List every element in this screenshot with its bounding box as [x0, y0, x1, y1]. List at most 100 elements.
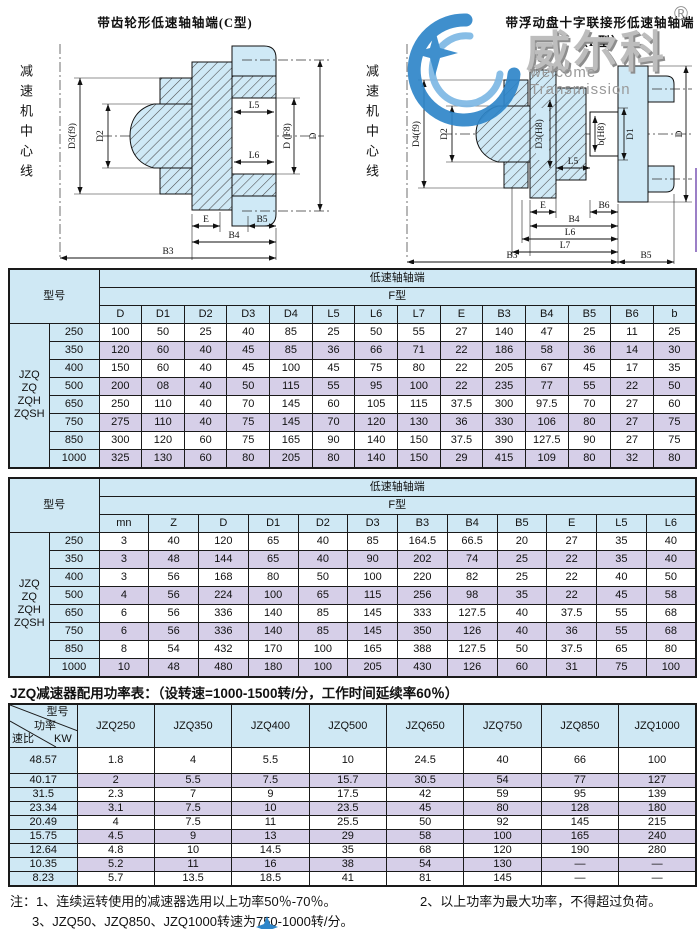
table-row: 350 3 48 144 65 40 90 202 74 25 22 35 40 [9, 550, 697, 569]
value-cell: 235 [482, 377, 526, 396]
value-cell: 7.5 [153, 801, 233, 816]
row-label-cell: 250 [48, 323, 100, 342]
column-header: L5 [596, 514, 647, 533]
value-cell: 35 [496, 586, 548, 605]
column-header: D3 [347, 514, 398, 533]
value-cell: 17.5 [308, 787, 388, 802]
value-cell: 390 [482, 431, 526, 450]
value-cell: 58 [524, 341, 569, 360]
page-edge-artifact [695, 168, 697, 252]
value-cell: 45 [226, 359, 271, 378]
value-cell: 220 [397, 568, 448, 587]
dim-label-b5: B5 [640, 251, 651, 261]
value-cell: 56 [148, 604, 199, 623]
value-cell: 205 [269, 449, 313, 468]
value-cell: 100 [463, 829, 542, 844]
power-table: 型号 功率 速比 KW JZQ250 JZQ350 JZQ400 JZQ500 JZQ6… [8, 703, 697, 887]
value-cell: 08 [141, 377, 185, 396]
value-cell: 2.3 [76, 787, 155, 802]
value-cell: 120 [354, 413, 398, 432]
value-cell: 25 [311, 323, 356, 342]
value-cell: 256 [397, 586, 448, 605]
value-cell: 85 [269, 341, 313, 360]
dimension-table-f2: 型号 低速轴轴端 F型 mn Z D D1 D2 D3 B3 B4 B5 E L5 L6 JZQ ZQ… [8, 477, 697, 678]
value-cell: 25 [183, 323, 228, 342]
value-cell: 6 [98, 622, 150, 641]
value-cell: 325 [98, 449, 143, 468]
value-cell: 127 [618, 773, 697, 788]
row-label-cell: 400 [48, 359, 100, 378]
value-cell: 55 [596, 622, 647, 641]
column-header: D [98, 305, 143, 324]
value-cell: 47 [524, 323, 569, 342]
row-label-cell: 650 [48, 604, 100, 623]
value-cell: 15.7 [308, 773, 388, 788]
value-cell: 17 [610, 359, 654, 378]
value-cell: 35 [596, 550, 647, 569]
dim-label-b3: B3 [506, 251, 517, 261]
value-cell: 56 [148, 586, 199, 605]
table-row: JZQ ZQ ZQH ZQSH 250 3 40 120 65 40 85 164.5 66.5 2… [8, 532, 697, 677]
value-cell: 165 [540, 829, 620, 844]
value-cell: 29 [308, 829, 388, 844]
value-cell: 66 [354, 341, 398, 360]
sleeve-upper [503, 79, 529, 107]
value-cell: 80 [645, 640, 697, 659]
value-cell: 40 [183, 359, 228, 378]
value-cell: 330 [482, 413, 526, 432]
value-cell: 37.5 [546, 604, 597, 623]
column-header: B5 [567, 305, 612, 324]
value-cell: 98 [446, 586, 498, 605]
column-header: L7 [396, 305, 441, 324]
column-header: JZQ750 [463, 703, 542, 748]
column-header: B3 [397, 514, 448, 533]
table-row: 1000 325 130 60 80 205 80 140 150 29 415 109 80 32 80 [9, 449, 697, 468]
row-label-cell: 400 [48, 568, 100, 587]
value-cell: 22 [546, 586, 597, 605]
value-cell: 186 [482, 341, 526, 360]
value-cell: 50 [297, 568, 349, 587]
value-cell: 68 [645, 622, 697, 641]
value-cell: 100 [645, 658, 697, 677]
value-cell: 7 [153, 787, 233, 802]
dim-label-l7: L7 [560, 241, 571, 251]
table-row: 650 250 110 40 70 145 60 105 115 37.5 300 97.5 70 27 6… [9, 395, 697, 414]
table-row: 850 300 120 60 75 165 90 140 150 37.5 390 127.5 90 27… [9, 431, 697, 450]
value-cell: 95 [354, 377, 398, 396]
value-cell: 54 [463, 773, 542, 788]
value-cell: 13 [231, 829, 310, 844]
value-cell: 65 [247, 532, 299, 551]
table-row: 500 200 08 40 50 115 55 95 100 22 235 77 55 22 50 [9, 377, 697, 396]
value-cell: 35 [308, 843, 388, 858]
column-header: L6 [354, 305, 398, 324]
value-cell: 42 [385, 787, 465, 802]
value-cell: — [540, 857, 620, 872]
value-cell: 127.5 [446, 640, 498, 659]
value-cell: 180 [247, 658, 299, 677]
value-cell: 71 [396, 341, 441, 360]
row-label-cell: 15.75 [8, 829, 78, 844]
value-cell: 9 [231, 787, 310, 802]
value-cell: 145 [269, 395, 313, 414]
value-cell: 85 [269, 323, 313, 342]
value-cell: 100 [269, 359, 313, 378]
value-cell: 22 [439, 341, 484, 360]
value-cell: 224 [198, 586, 249, 605]
value-cell: 140 [354, 449, 398, 468]
value-cell: 45 [385, 801, 465, 816]
value-cell: 23.5 [308, 801, 388, 816]
note-prefix: 注： [10, 894, 37, 909]
row-label-cell: 23.34 [8, 801, 78, 816]
step-upper [231, 75, 277, 99]
value-cell: — [618, 871, 697, 887]
value-cell: 280 [618, 843, 697, 858]
power-table-title: JZQ减速器配用功率表：（设转速=1000-1500转/分，工作时间延续率60％… [10, 686, 459, 701]
table-row: 8.23 5.7 13.5 18.5 41 81 145— — [8, 871, 697, 887]
value-cell: 36 [439, 413, 484, 432]
value-cell: 50 [645, 568, 697, 587]
value-cell: 10 [308, 747, 388, 774]
row-label-cell: 850 [48, 640, 100, 659]
value-cell: 27 [610, 413, 654, 432]
value-cell: 11 [610, 323, 654, 342]
value-cell: 80 [463, 801, 542, 816]
